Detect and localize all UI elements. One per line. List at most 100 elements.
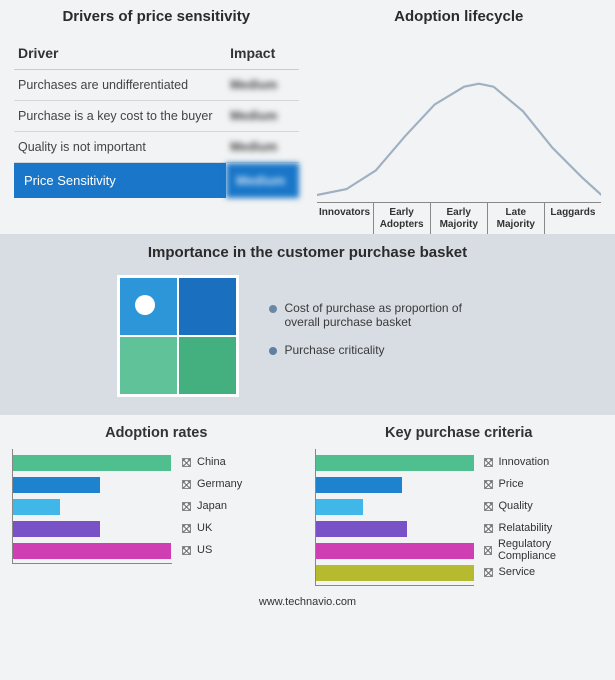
col-driver: Driver [14,39,226,70]
legend-label: Japan [197,500,227,512]
legend-label: UK [197,522,212,534]
legend-swatch [484,502,493,511]
summary-value: Medium [226,163,298,199]
bar [316,499,363,515]
legend-swatch [182,546,191,555]
bar-row [13,541,172,561]
impact-cell: Medium [226,101,298,132]
lifecycle-title: Adoption lifecycle [317,8,602,25]
bar [316,543,474,559]
lifecycle-curve [317,67,602,197]
adoption-legend: China Germany Japan UK US [182,449,242,564]
importance-legend-item: Cost of purchase as proportion of overal… [269,301,499,329]
criteria-chart: Key purchase criteria Innovation Price Qua… [315,425,604,586]
drivers-title: Drivers of price sensitivity [14,8,299,25]
summary-label: Price Sensitivity [14,163,226,199]
legend-label: China [197,456,226,468]
bar-row [13,519,172,539]
bar-row [316,475,474,495]
driver-cell: Quality is not important [14,132,226,163]
legend-item: Service [484,561,604,583]
legend-item: Quality [484,495,604,517]
legend-item: Regulatory Compliance [484,539,604,561]
legend-label: Relatability [499,522,553,534]
legend-item: UK [182,517,242,539]
legend-item: Germany [182,473,242,495]
bar-row [316,519,474,539]
importance-panel: Importance in the customer purchase bask… [0,234,615,415]
legend-swatch [484,458,493,467]
adoption-bars [12,449,172,564]
criteria-title: Key purchase criteria [315,425,604,441]
legend-swatch [182,524,191,533]
bar-row [316,497,474,517]
criteria-legend: Innovation Price Quality Relatability Regula… [484,449,604,586]
legend-swatch [484,546,492,555]
criteria-bars [315,449,474,586]
lifecycle-panel: Adoption lifecycle InnovatorsEarlyAdopte… [317,8,602,234]
driver-cell: Purchase is a key cost to the buyer [14,101,226,132]
lifecycle-labels: InnovatorsEarlyAdoptersEarlyMajorityLate… [317,202,602,234]
legend-label: Germany [197,478,242,490]
bar-row [13,453,172,473]
legend-swatch [484,524,493,533]
lifecycle-stage: EarlyAdopters [373,203,430,234]
bar [13,543,171,559]
legend-text: Cost of purchase as proportion of overal… [285,301,499,329]
legend-label: US [197,544,212,556]
lifecycle-stage: Innovators [317,203,373,234]
lifecycle-stage: EarlyMajority [430,203,487,234]
legend-swatch [484,480,493,489]
legend-bullet [269,305,277,313]
lifecycle-stage: Laggards [544,203,601,234]
drivers-panel: Drivers of price sensitivity Driver Impa… [14,8,299,234]
drivers-table: Driver Impact Purchases are undifferenti… [14,39,299,198]
driver-cell: Purchases are undifferentiated [14,70,226,101]
driver-row: Purchase is a key cost to the buyerMediu… [14,101,299,132]
bar [13,521,100,537]
legend-label: Regulatory Compliance [498,538,603,562]
impact-cell: Medium [226,132,298,163]
bar [316,477,403,493]
importance-title: Importance in the customer purchase bask… [14,244,601,261]
bar [13,455,171,471]
col-impact: Impact [226,39,298,70]
bar [316,521,408,537]
bar-row [13,497,172,517]
legend-item: US [182,539,242,561]
driver-row: Quality is not importantMedium [14,132,299,163]
legend-item: Relatability [484,517,604,539]
impact-cell: Medium [226,70,298,101]
legend-item: China [182,451,242,473]
importance-marker [135,295,155,315]
legend-swatch [182,502,191,511]
importance-legend-item: Purchase criticality [269,343,499,357]
driver-row: Purchases are undifferentiatedMedium [14,70,299,101]
importance-quadrant [117,275,239,397]
legend-label: Innovation [499,456,550,468]
legend-text: Purchase criticality [285,343,385,357]
adoption-chart: Adoption rates China Germany Japan UK US [12,425,301,586]
legend-bullet [269,347,277,355]
price-sensitivity-summary: Price SensitivityMedium [14,163,299,199]
legend-item: Innovation [484,451,604,473]
legend-swatch [182,458,191,467]
legend-label: Price [499,478,524,490]
legend-swatch [182,480,191,489]
legend-item: Japan [182,495,242,517]
bar-row [316,453,474,473]
bar [316,455,474,471]
bar-row [316,541,474,561]
footer-url: www.technavio.com [0,590,615,616]
legend-item: Price [484,473,604,495]
legend-label: Service [499,566,536,578]
legend-label: Quality [499,500,533,512]
bar-row [13,475,172,495]
adoption-title: Adoption rates [12,425,301,441]
importance-legend: Cost of purchase as proportion of overal… [269,301,499,371]
bar-row [316,563,474,583]
bar [316,565,474,581]
legend-swatch [484,568,493,577]
bar [13,477,100,493]
lifecycle-stage: LateMajority [487,203,544,234]
